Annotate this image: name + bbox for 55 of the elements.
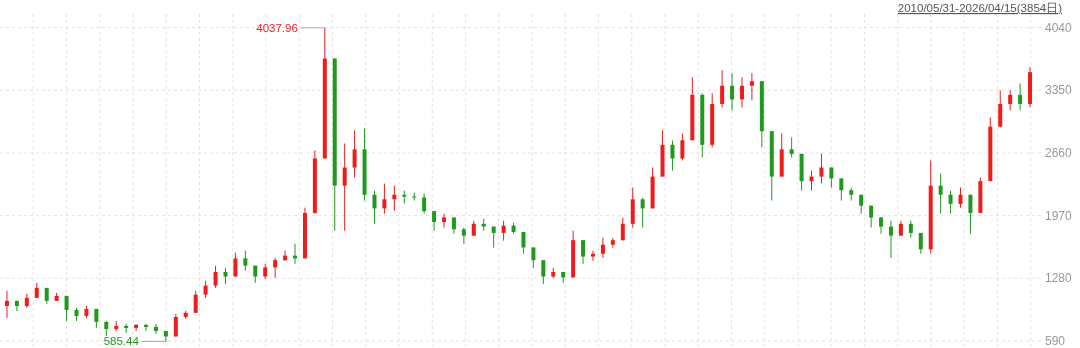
candlestick (839, 177, 844, 202)
candlestick (461, 227, 466, 245)
candlestick (581, 239, 586, 265)
candlestick (243, 250, 248, 272)
candlestick (382, 183, 387, 215)
chart-title: 2010/05/31-2026/04/15(3854日) (897, 2, 1063, 14)
candlestick (4, 290, 9, 319)
candlestick (531, 246, 536, 269)
candlestick (600, 237, 605, 259)
candlestick (938, 173, 943, 215)
candlestick (193, 290, 198, 314)
annotation: 585.44 (103, 335, 140, 348)
candlestick (233, 252, 238, 278)
candlestick (819, 153, 824, 185)
candlestick (153, 323, 158, 335)
candlestick (352, 129, 357, 178)
candlestick (948, 190, 953, 215)
candlestick (541, 259, 546, 285)
candlestick (789, 136, 794, 159)
candlestick (442, 213, 447, 229)
candlestick (273, 257, 278, 279)
candlestick (1018, 82, 1023, 111)
candlestick (144, 323, 149, 332)
candlestick (998, 89, 1003, 128)
candlestick (739, 76, 744, 108)
candlestick (163, 330, 168, 342)
candlestick (342, 142, 347, 232)
candlestick (134, 323, 139, 332)
candlestick (591, 250, 595, 262)
candlestick (958, 187, 963, 209)
candlestick (422, 193, 427, 215)
candlestick (610, 237, 615, 249)
candlestick (14, 300, 19, 312)
candlestick (720, 69, 725, 108)
candlestick (501, 220, 506, 242)
candlestick (521, 231, 526, 255)
y-tick-label: 590 (1045, 334, 1066, 348)
y-tick-label: 3350 (1045, 83, 1073, 98)
candlestick (640, 197, 645, 229)
candlestick (749, 72, 754, 101)
candlestick (680, 132, 685, 162)
candlestick (620, 217, 625, 242)
candlestick (888, 220, 893, 259)
candlestick (670, 139, 675, 172)
y-tick-label: 1970 (1045, 208, 1073, 223)
y-tick-label: 2660 (1045, 145, 1073, 160)
candlestick (968, 194, 973, 235)
candlestick (64, 295, 69, 322)
candlestick (372, 190, 377, 225)
annotation: 4037.96 (256, 21, 298, 34)
candlestick (213, 265, 218, 289)
candlestick (1008, 89, 1013, 111)
candlestick (730, 72, 735, 111)
y-tick-label: 4040 (1045, 20, 1073, 35)
y-tick-label: 1280 (1045, 271, 1073, 286)
